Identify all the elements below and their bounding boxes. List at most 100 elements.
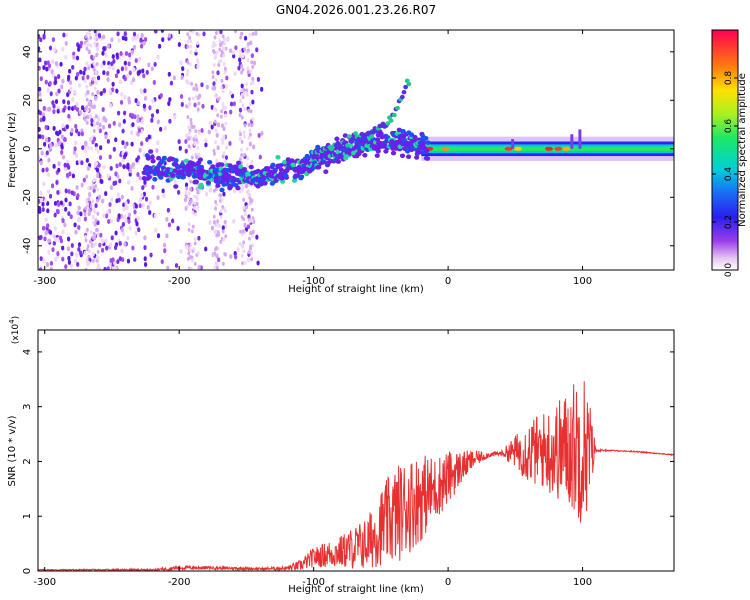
- spectrogram-noise-point: [104, 52, 108, 58]
- spectrogram-streak-point: [213, 188, 216, 193]
- spectrogram-noise-point: [75, 185, 79, 190]
- spectrogram-streak-point: [250, 257, 254, 262]
- spectrogram-noise-point: [87, 211, 91, 217]
- spectrogram-noise-point: [238, 107, 243, 113]
- spectrogram-hot-spot: [554, 146, 563, 151]
- spectrogram-streak-point: [242, 91, 246, 96]
- spectrogram-noise-point: [139, 88, 143, 94]
- spectrogram-streak-point: [214, 78, 218, 83]
- spectrogram-noise-point: [248, 141, 252, 147]
- spectrogram-noise-point: [140, 193, 144, 198]
- spectrogram-ridge-point: [161, 155, 167, 161]
- spectrogram-noise-point: [38, 65, 41, 71]
- spectrogram-streak-point: [213, 151, 216, 156]
- spectrogram-noise-point: [79, 250, 83, 256]
- spectrogram-noise-point: [93, 41, 97, 47]
- spectrogram-noise-point: [133, 257, 137, 262]
- spectrogram-noise-point: [80, 182, 84, 188]
- spectrogram-streak-point: [214, 206, 217, 211]
- spectrogram-noise-point: [109, 218, 113, 224]
- spectrogram-noise-point: [76, 262, 80, 267]
- spectrogram-streak-point: [92, 243, 96, 248]
- spectrogram-noise-point: [53, 79, 58, 85]
- spectrogram-noise-point: [46, 223, 50, 229]
- spectrogram-streak-point: [86, 145, 90, 150]
- spectrogram-streak-point: [211, 74, 215, 79]
- svg-text:(x104): (x104): [8, 316, 21, 344]
- spectrogram-noise-point: [45, 137, 49, 143]
- spectrogram-streak-point: [248, 102, 252, 107]
- spectrogram-noise-point: [52, 125, 56, 131]
- spectrogram-noise-point: [134, 230, 138, 236]
- spectrogram-noise-point: [173, 114, 177, 120]
- spectrogram-streak-point: [194, 129, 198, 134]
- spectrogram-noise-point: [143, 95, 148, 101]
- spectrogram-noise-point: [102, 213, 106, 219]
- spectrogram-streak-point: [189, 50, 193, 55]
- colorbar-gradient: [711, 29, 739, 271]
- spectrogram-streak-point: [189, 248, 192, 253]
- spectrogram-noise-point: [146, 204, 150, 210]
- spectrogram-noise-point: [256, 77, 261, 82]
- spectrogram-noise-point: [159, 93, 163, 98]
- spectrogram-y-tick-label: 40: [22, 45, 33, 58]
- spectrogram-streak-point: [83, 140, 87, 145]
- spectrogram-streak-point: [85, 174, 89, 179]
- spectrogram-noise-point: [38, 134, 42, 139]
- spectrogram-streak-point: [191, 96, 195, 101]
- spectrogram-noise-point: [145, 70, 149, 75]
- spectrogram-streak-point: [240, 139, 244, 144]
- spectrogram-noise-point: [151, 98, 155, 104]
- spectrogram-streak-point: [215, 158, 218, 163]
- spectrogram-noise-point: [102, 46, 106, 52]
- spectrogram-streak-point: [244, 184, 248, 189]
- spectrogram-branch-point: [369, 134, 375, 139]
- spectrogram-noise-point: [210, 225, 215, 231]
- spectrogram-noise-point: [47, 157, 51, 163]
- spectrogram-streak-point: [218, 224, 221, 229]
- spectrogram-noise-point: [47, 63, 52, 69]
- spectrogram-y-tick-label: -20: [22, 189, 33, 205]
- spectrogram-streak-point: [223, 66, 227, 71]
- spectrogram-streak-point: [214, 30, 218, 35]
- spectrogram-streak-point: [192, 86, 196, 91]
- spectrogram-noise-point: [42, 115, 46, 121]
- spectrogram-noise-point: [38, 46, 41, 52]
- spectrogram-streak-point: [86, 108, 90, 113]
- spectrogram-noise-point: [260, 86, 264, 92]
- spectrogram-streak-point: [240, 31, 244, 36]
- snr-y-tick-label: 0: [22, 568, 33, 574]
- spectrogram-noise-point: [195, 86, 199, 92]
- spectrogram-noise-point: [72, 89, 77, 95]
- spectrogram-ridge-point: [400, 129, 406, 134]
- spectrogram-noise-point: [61, 256, 65, 262]
- spectrogram-streak-point: [187, 130, 191, 135]
- spectrogram-noise-point: [97, 194, 102, 200]
- spectrogram-noise-point: [75, 160, 79, 166]
- spectrogram-noise-point: [234, 30, 238, 34]
- spectrogram-hot-spot: [514, 146, 523, 151]
- spectrogram-noise-point: [167, 71, 171, 77]
- spectrogram-noise-point: [112, 181, 116, 186]
- spectrogram-streak-point: [191, 224, 195, 229]
- spectrogram-noise-point: [233, 188, 237, 194]
- spectrogram-streak-point: [94, 32, 98, 37]
- spectrogram-noise-point: [62, 32, 66, 38]
- spectrogram-noise-point: [243, 222, 247, 228]
- spectrogram-streak-point: [194, 94, 198, 99]
- spectrogram-noise-point: [196, 64, 200, 69]
- spectrogram-streak-point: [196, 41, 199, 46]
- spectrogram-streak-point: [96, 211, 100, 216]
- spectrogram-streak-point: [86, 90, 89, 95]
- spectrogram-noise-point: [159, 126, 163, 132]
- spectrogram-ridge-point: [255, 168, 261, 174]
- spectrogram-noise-point: [73, 105, 77, 110]
- spectrogram-streak-point: [247, 108, 250, 113]
- spectrogram-streak-point: [211, 70, 215, 75]
- spectrogram-noise-point: [153, 30, 158, 34]
- spectrogram-noise-point: [260, 131, 264, 136]
- spectrogram-noise-point: [246, 257, 250, 263]
- spectrogram-noise-point: [210, 124, 214, 130]
- spectrogram-streak-point: [85, 247, 89, 252]
- spectrogram-streak-point: [240, 93, 244, 98]
